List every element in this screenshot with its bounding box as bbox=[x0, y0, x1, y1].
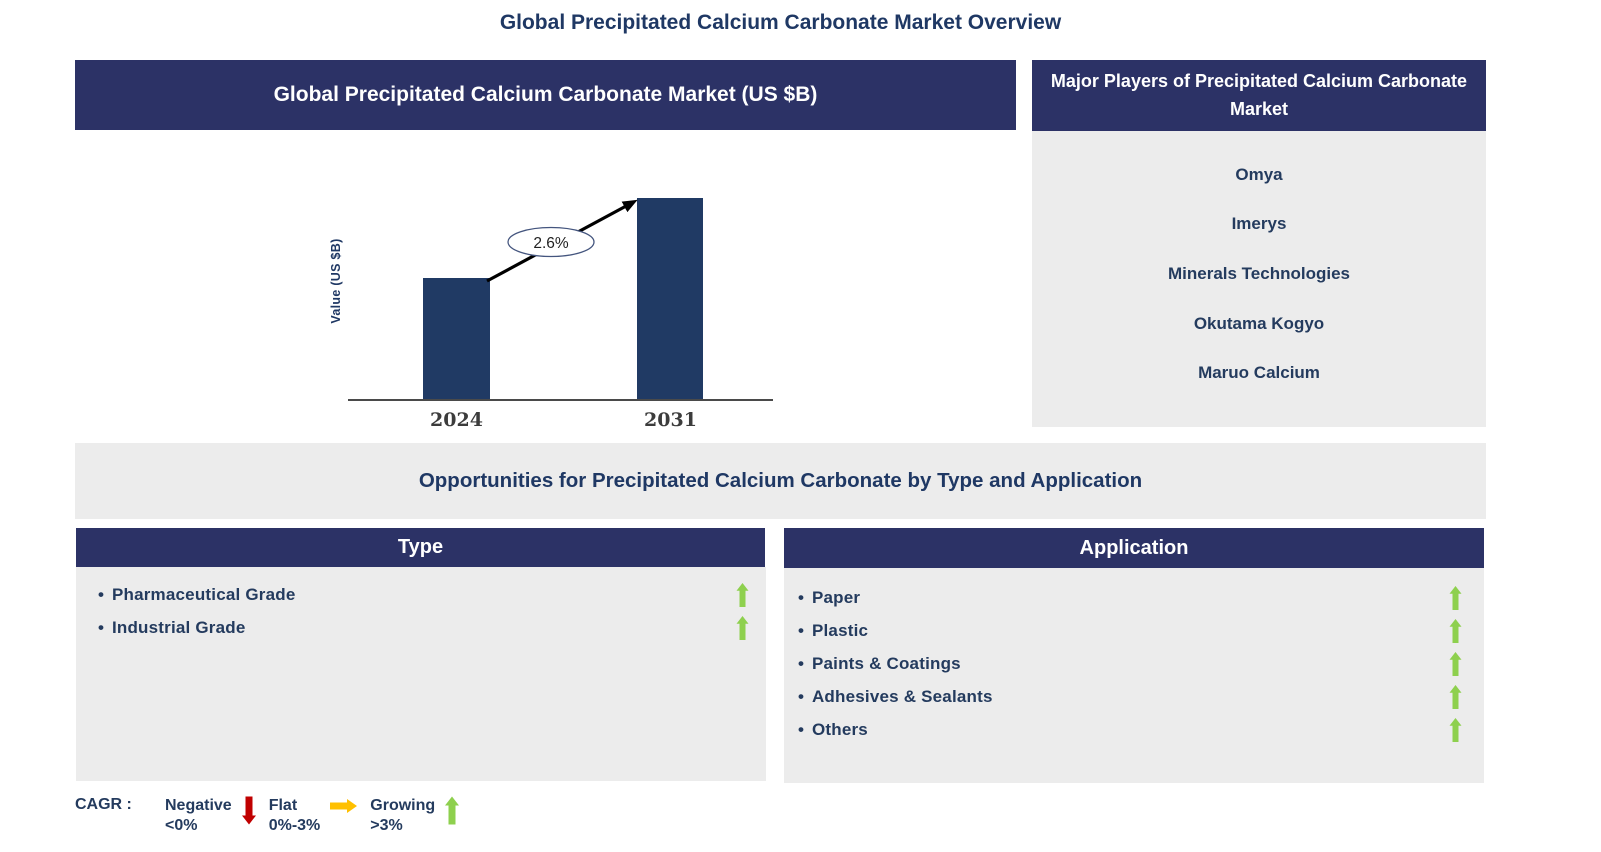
trend-indicator bbox=[736, 582, 749, 607]
player-name: Imerys bbox=[1231, 214, 1287, 234]
legend-range: 0%-3% bbox=[268, 816, 321, 834]
up-arrow-icon bbox=[445, 796, 460, 825]
application-item-label: Plastic bbox=[811, 620, 869, 640]
application-panel-body: • Paper • Plastic • Paints & Coatings • … bbox=[784, 568, 1484, 783]
chart-panel-title: Global Precipitated Calcium Carbonate Ma… bbox=[273, 83, 818, 106]
trend-indicator bbox=[736, 615, 749, 640]
opportunities-banner: Opportunities for Precipitated Calcium C… bbox=[75, 443, 1486, 519]
bar-2031 bbox=[637, 198, 703, 399]
right-arrow-icon bbox=[330, 799, 358, 813]
application-item-label: Paper bbox=[811, 587, 861, 607]
x-tick-2031: 2031 bbox=[644, 409, 697, 431]
legend-label-growing: Growing >3% bbox=[370, 796, 435, 835]
up-arrow-icon bbox=[1449, 717, 1462, 742]
legend-label-negative: Negative <0% bbox=[165, 796, 232, 835]
player-name: Okutama Kogyo bbox=[1193, 313, 1325, 333]
type-item-row: • Industrial Grade bbox=[76, 611, 766, 644]
application-item-label: Paints & Coatings bbox=[811, 653, 961, 673]
player-name: Maruo Calcium bbox=[1198, 363, 1320, 383]
application-panel-title: Application bbox=[1079, 536, 1189, 559]
application-item-label: Adhesives & Sealants bbox=[811, 686, 993, 706]
bullet-icon: • bbox=[798, 587, 804, 607]
application-item-row: • Plastic bbox=[784, 614, 1484, 647]
type-panel-title: Type bbox=[397, 536, 444, 558]
application-panel-header: Application bbox=[784, 528, 1484, 568]
bullet-icon: • bbox=[798, 620, 804, 640]
bar-2024 bbox=[423, 278, 490, 399]
type-panel-header: Type bbox=[76, 528, 765, 567]
chart-panel-header: Global Precipitated Calcium Carbonate Ma… bbox=[75, 60, 1016, 130]
opportunities-title: Opportunities for Precipitated Calcium C… bbox=[418, 469, 1143, 492]
cagr-ellipse bbox=[507, 226, 595, 258]
market-bar-chart: Value (US $B) 2024 2031 2.6% bbox=[75, 130, 1016, 431]
down-arrow-icon bbox=[241, 796, 256, 825]
x-tick-2024: 2024 bbox=[430, 409, 483, 431]
legend-item-flat: Flat 0%-3% bbox=[269, 796, 358, 835]
up-arrow-icon bbox=[1449, 651, 1462, 676]
up-arrow-icon bbox=[1449, 618, 1462, 643]
player-name: Omya bbox=[1235, 164, 1283, 184]
legend-label: Flat bbox=[268, 797, 298, 814]
x-axis-line bbox=[348, 399, 773, 401]
legend-range: <0% bbox=[165, 816, 198, 834]
application-item-row: • Adhesives & Sealants bbox=[784, 680, 1484, 713]
major-players-list: Omya Imerys Minerals Technologies Okutam… bbox=[1032, 131, 1486, 427]
legend-range: >3% bbox=[370, 816, 403, 834]
up-arrow-icon bbox=[736, 582, 749, 607]
up-arrow-icon bbox=[1449, 684, 1462, 709]
bullet-icon: • bbox=[98, 584, 104, 604]
type-item-label: Industrial Grade bbox=[111, 617, 246, 637]
up-arrow-icon bbox=[736, 615, 749, 640]
cagr-legend-prefix: CAGR : bbox=[75, 796, 132, 813]
trend-indicator bbox=[1449, 618, 1462, 643]
bullet-icon: • bbox=[798, 653, 804, 673]
major-players-header: Major Players of Precipitated Calcium Ca… bbox=[1032, 60, 1486, 131]
trend-indicator bbox=[1449, 585, 1462, 610]
major-players-title: Major Players of Precipitated Calcium Ca… bbox=[1050, 70, 1468, 119]
application-item-row: • Others bbox=[784, 713, 1484, 746]
legend-label: Growing bbox=[370, 797, 436, 814]
type-item-label: Pharmaceutical Grade bbox=[111, 584, 296, 604]
type-item-row: • Pharmaceutical Grade bbox=[76, 578, 766, 611]
trend-indicator bbox=[1449, 651, 1462, 676]
cagr-legend: CAGR : Negative <0% Flat 0%-3% Growing >… bbox=[75, 796, 472, 835]
type-panel-body: • Pharmaceutical Grade • Industrial Grad… bbox=[76, 567, 766, 781]
application-item-row: • Paints & Coatings bbox=[784, 647, 1484, 680]
bullet-icon: • bbox=[798, 719, 804, 739]
legend-item-negative: Negative <0% bbox=[165, 796, 256, 835]
application-item-row: • Paper bbox=[784, 581, 1484, 614]
trend-indicator bbox=[1449, 717, 1462, 742]
cagr-value-label: 2.6% bbox=[533, 235, 569, 252]
legend-item-growing: Growing >3% bbox=[370, 796, 460, 835]
bullet-icon: • bbox=[798, 686, 804, 706]
trend-indicator bbox=[1449, 684, 1462, 709]
legend-label-flat: Flat 0%-3% bbox=[269, 796, 321, 835]
player-name: Minerals Technologies bbox=[1167, 263, 1350, 283]
legend-label: Negative bbox=[165, 797, 232, 814]
application-item-label: Others bbox=[811, 719, 868, 739]
cagr-growth-annotation: 2.6% bbox=[486, 199, 638, 283]
page-title: Global Precipitated Calcium Carbonate Ma… bbox=[499, 11, 1062, 34]
bullet-icon: • bbox=[98, 617, 104, 637]
up-arrow-icon bbox=[1449, 585, 1462, 610]
